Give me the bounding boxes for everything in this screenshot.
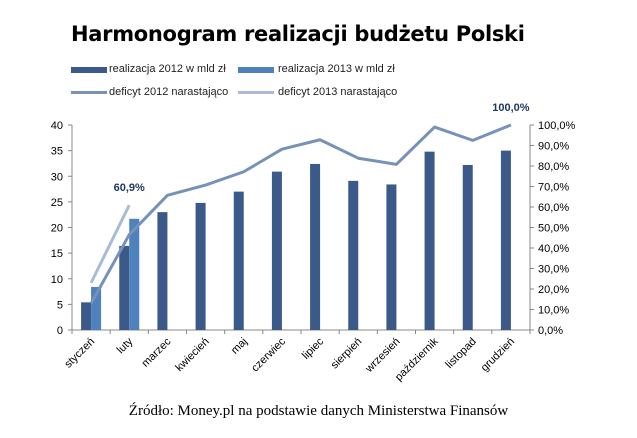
legend-label-realizacja-2012: realizacja 2012 w mld zł — [109, 63, 226, 75]
x-tick-label: marzec — [140, 335, 174, 369]
bar-październik-1 — [424, 151, 435, 330]
bar-kwiecień-1 — [195, 202, 206, 330]
y-right-tick-label: 30,0% — [538, 264, 569, 276]
x-tick-label: wrzesień — [363, 336, 403, 376]
x-tick-label: listopad — [444, 336, 479, 371]
x-tick-label: czerwiec — [249, 335, 288, 374]
y-left-tick-label: 40 — [51, 120, 63, 132]
x-tick-label: lipiec — [300, 335, 327, 362]
y-right-tick-label: 60,0% — [538, 202, 569, 214]
y-right-tick-label: 70,0% — [538, 182, 569, 194]
x-tick-label: sierpień — [329, 336, 365, 372]
data-label-2: 100,0% — [492, 102, 530, 114]
line-series-2 — [89, 204, 131, 284]
legend-label-deficyt-2012: deficyt 2012 narastająco — [109, 86, 229, 98]
legend-label-deficyt-2013: deficyt 2013 narastająco — [278, 86, 398, 98]
bar-luty-1 — [119, 245, 130, 330]
bar-maj-1 — [233, 191, 244, 330]
y-left-tick-label: 15 — [51, 248, 63, 260]
data-label-1: 60,9% — [114, 182, 145, 194]
bar-styczeń-1 — [81, 302, 92, 330]
bar-marzec-1 — [157, 212, 168, 330]
bar-styczeń-2 — [91, 286, 102, 330]
line-series-1 — [89, 123, 512, 305]
y-left-tick-label: 30 — [51, 171, 63, 183]
bar-grudzień-1 — [500, 150, 511, 330]
source-note: Źródło: Money.pl na podstawie danych Min… — [128, 403, 509, 419]
x-tick-label: luty — [115, 335, 136, 356]
bar-lipiec-1 — [310, 163, 321, 330]
bar-listopad-1 — [462, 164, 473, 330]
legend-swatch-realizacja-2012 — [71, 67, 107, 73]
x-tick-label: styczeń — [62, 336, 97, 371]
y-right-tick-label: 90,0% — [538, 141, 569, 153]
legend-swatch-deficyt-2013 — [238, 91, 274, 94]
legend-swatch-realizacja-2013 — [238, 67, 274, 73]
y-right-tick-label: 20,0% — [538, 284, 569, 296]
x-tick-label: kwiecień — [173, 336, 211, 374]
bar-luty-2 — [129, 218, 140, 330]
y-left-tick-label: 5 — [57, 299, 63, 311]
y-right-tick-label: 40,0% — [538, 243, 569, 255]
x-tick-label: grudzień — [479, 336, 517, 374]
y-right-tick-label: 10,0% — [538, 305, 569, 317]
legend-swatch-deficyt-2012 — [71, 91, 107, 94]
y-left-tick-label: 0 — [57, 325, 63, 337]
y-right-tick-label: 0,0% — [538, 325, 563, 337]
legend-label-realizacja-2013: realizacja 2013 w mld zł — [278, 63, 395, 75]
bar-czerwiec-1 — [271, 171, 282, 330]
y-right-tick-label: 100,0% — [538, 120, 576, 132]
chart-title: Harmonogram realizacji budżetu Polski — [71, 22, 525, 46]
bar-sierpień-1 — [348, 180, 359, 330]
y-right-tick-label: 80,0% — [538, 161, 569, 173]
y-left-tick-label: 10 — [51, 274, 63, 286]
y-left-tick-label: 20 — [51, 223, 63, 235]
bar-wrzesień-1 — [386, 184, 397, 330]
x-tick-label: maj — [229, 336, 250, 357]
y-left-tick-label: 35 — [51, 146, 63, 158]
y-right-tick-label: 50,0% — [538, 223, 569, 235]
y-left-tick-label: 25 — [51, 197, 63, 209]
